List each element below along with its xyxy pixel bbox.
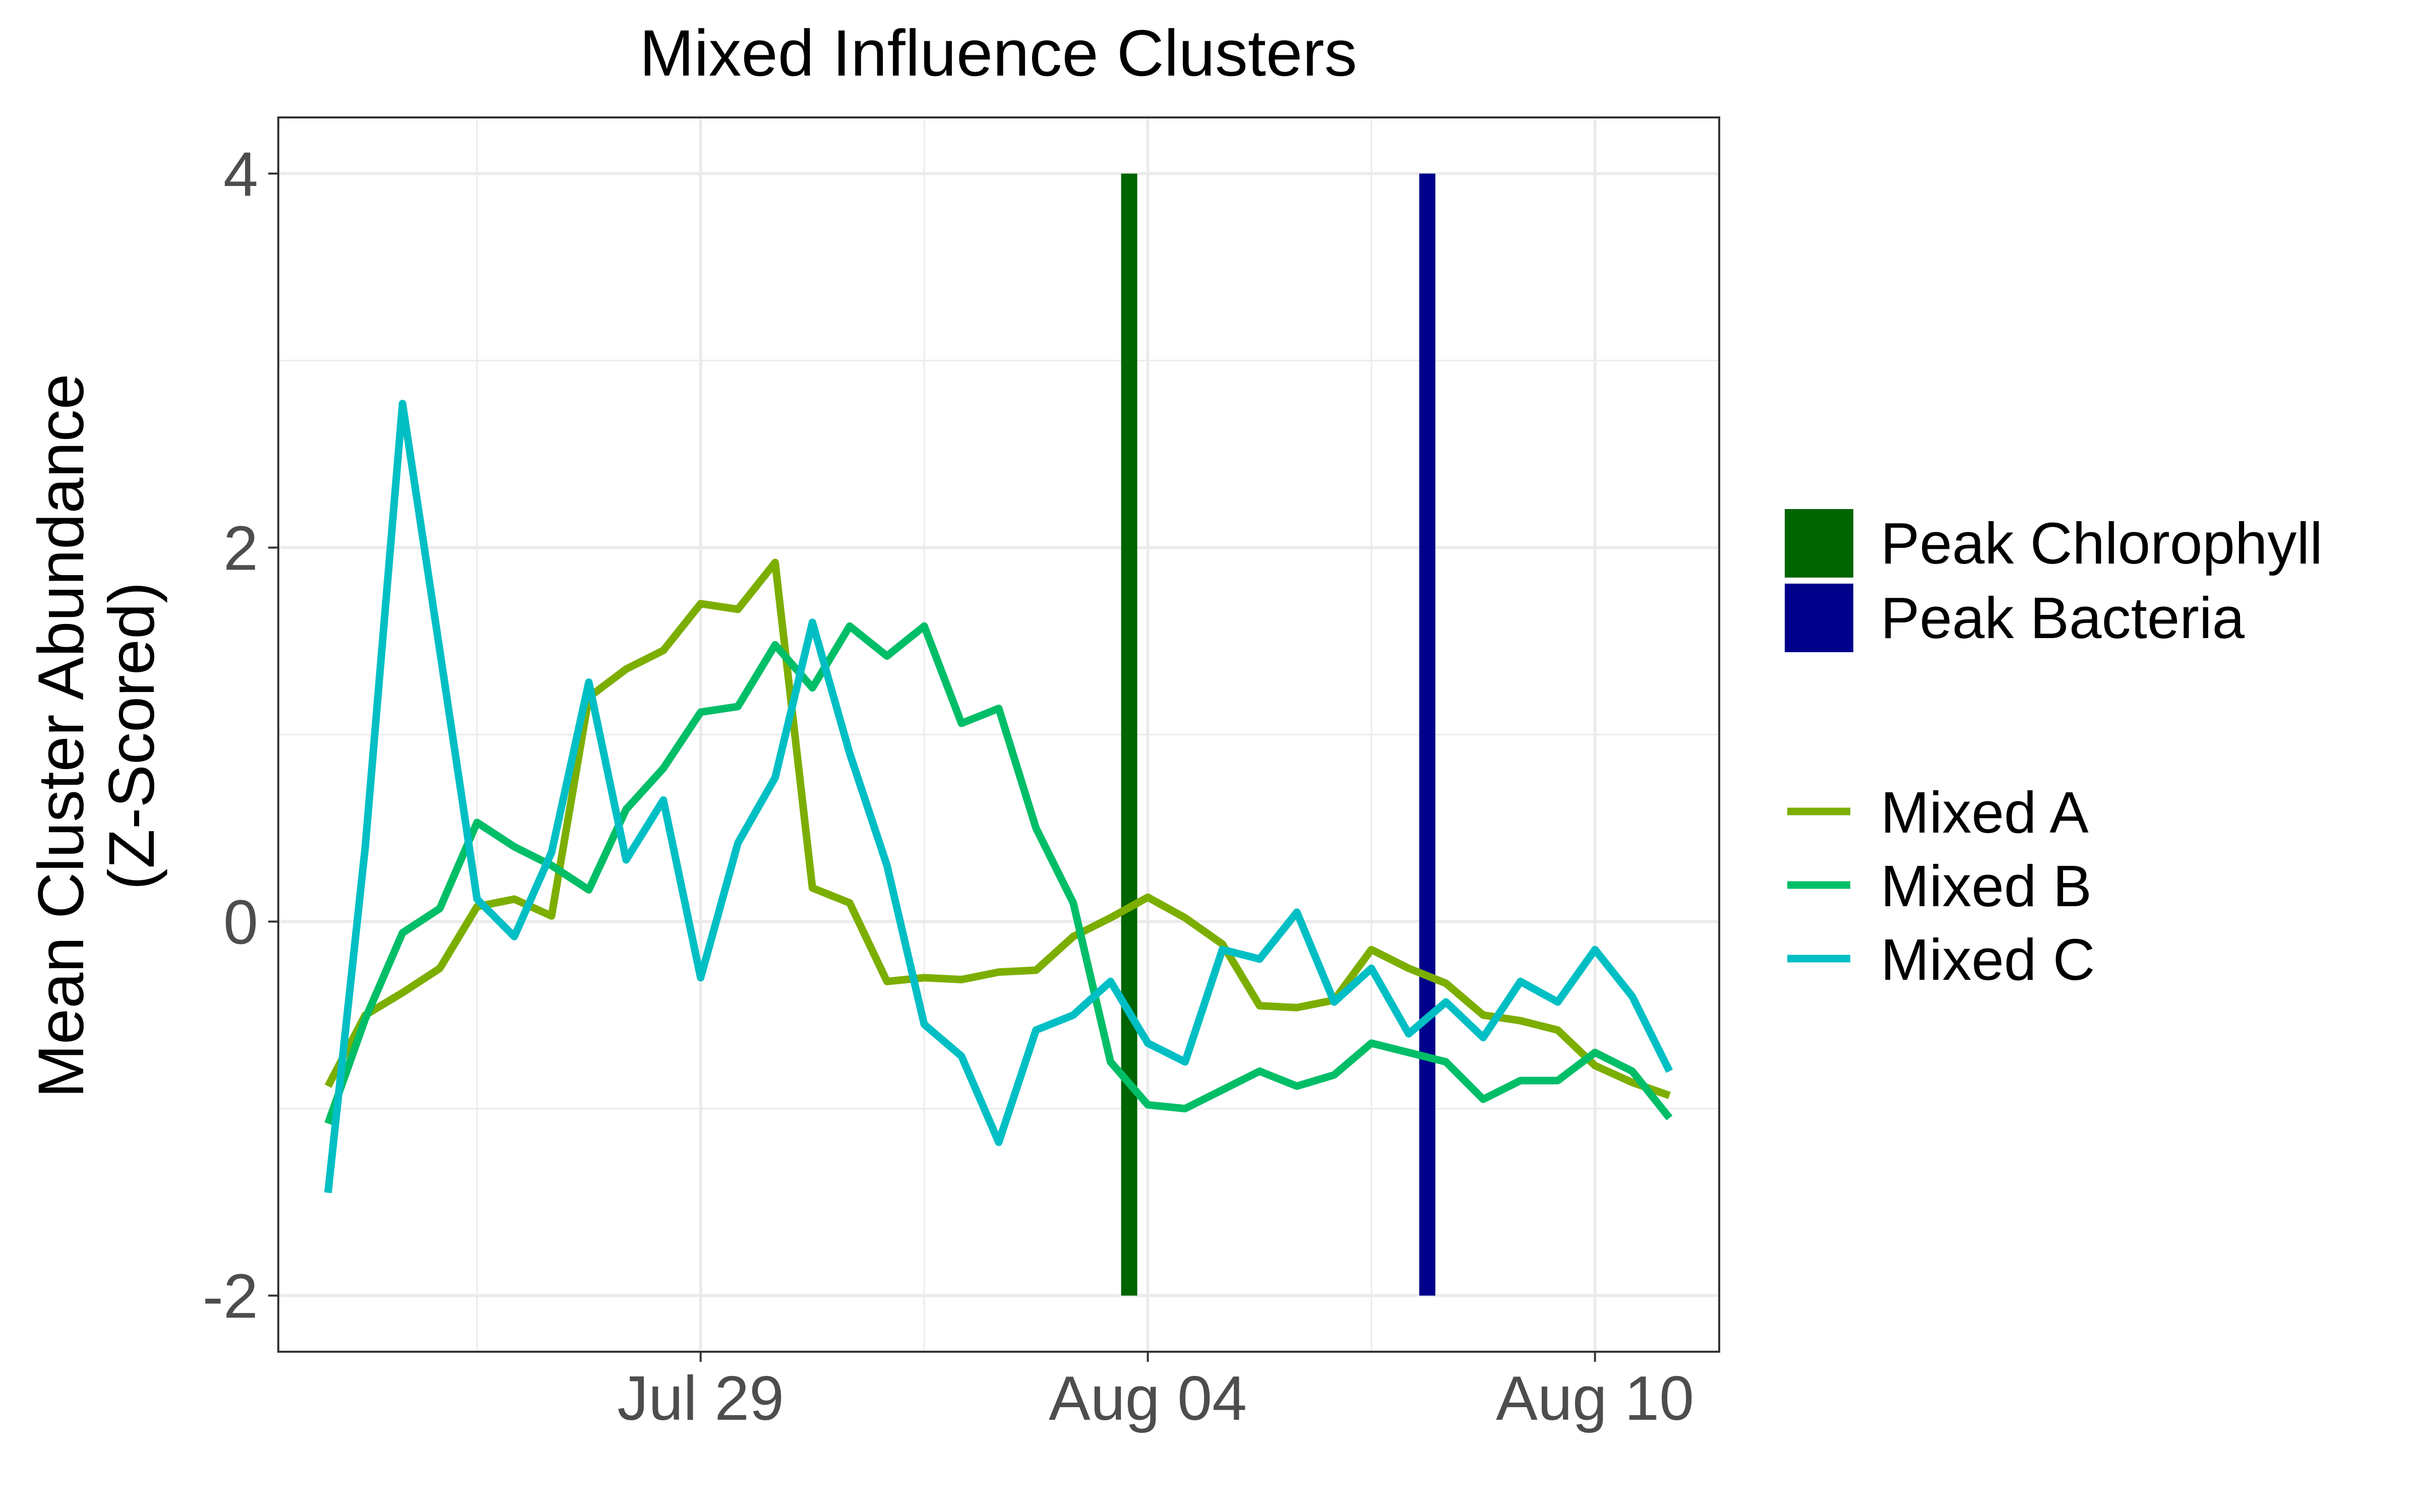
y-axis-label-line: (Z-Scored): [96, 582, 168, 890]
legend-key-peak-chlorophyll: [1785, 509, 1853, 578]
chart-title: Mixed Influence Clusters: [639, 16, 1357, 90]
x-axis: Jul 29 Aug 04 Aug 10: [617, 1352, 1694, 1433]
series-line-mixed-a: [324, 558, 1671, 1099]
x-tick-label: Aug 10: [1496, 1364, 1694, 1433]
plot-panel-border: [277, 116, 1720, 1353]
y-axis-label: Mean Cluster Abundance(Z-Scored): [25, 373, 168, 1098]
legend-label: Mixed A: [1881, 780, 2089, 845]
legend-key-peak-bacteria: [1785, 584, 1853, 652]
series-line-mixed-b: [324, 622, 1673, 1125]
y-axis-label-line: Mean Cluster Abundance: [25, 373, 97, 1098]
legend: Peak Chlorophyll Peak Bacteria Mixed A Mixe…: [1785, 509, 2323, 992]
x-tick-label: Jul 29: [617, 1364, 784, 1433]
legend-label: Peak Chlorophyll: [1881, 511, 2323, 576]
y-tick-label: 2: [223, 514, 258, 583]
x-tick-label: Aug 04: [1049, 1364, 1247, 1433]
legend-label: Mixed C: [1881, 927, 2095, 992]
y-tick-label: -2: [203, 1262, 258, 1332]
legend-label: Mixed B: [1881, 853, 2092, 919]
series-line-mixed-c: [324, 400, 1673, 1193]
y-tick-label: 0: [223, 888, 258, 958]
legend-label: Peak Bacteria: [1881, 585, 2245, 651]
y-tick-label: 4: [223, 140, 258, 209]
vertical-markers: [1121, 173, 1436, 1296]
y-axis: -2 0 2 4: [203, 140, 278, 1332]
series-lines: [324, 400, 1673, 1193]
